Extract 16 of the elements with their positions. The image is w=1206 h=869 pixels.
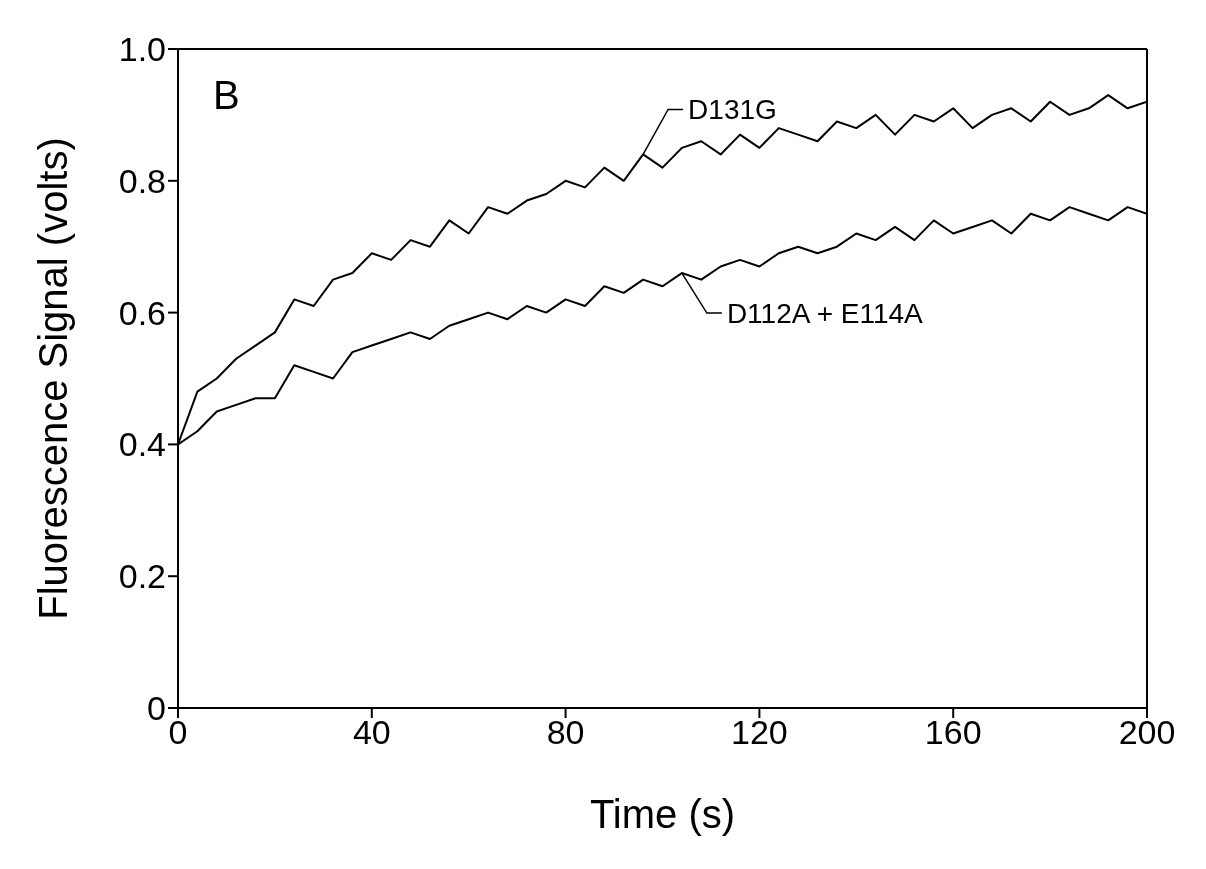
annotation: D112A + E114A xyxy=(726,298,924,330)
x-tick-label: 40 xyxy=(352,713,391,752)
x-tick-label: 160 xyxy=(924,713,982,752)
y-axis-title: Fluorescence Signal (volts) xyxy=(31,137,76,620)
y-tick-label: 0.4 xyxy=(118,425,166,464)
y-tick-label: 0 xyxy=(147,689,166,728)
y-tick-label: 0.8 xyxy=(118,161,166,200)
y-tick-label: 0.2 xyxy=(118,557,166,596)
x-tick-label: 120 xyxy=(731,713,788,752)
annotation: D131G xyxy=(688,94,777,126)
x-tick-label: 80 xyxy=(546,713,585,752)
y-tick-label: 0.6 xyxy=(118,293,166,332)
annotation: B xyxy=(213,73,240,118)
x-axis-title: Time (s) xyxy=(589,792,736,836)
y-tick-label: 1.0 xyxy=(118,30,166,69)
x-tick-label: 200 xyxy=(1118,713,1176,752)
